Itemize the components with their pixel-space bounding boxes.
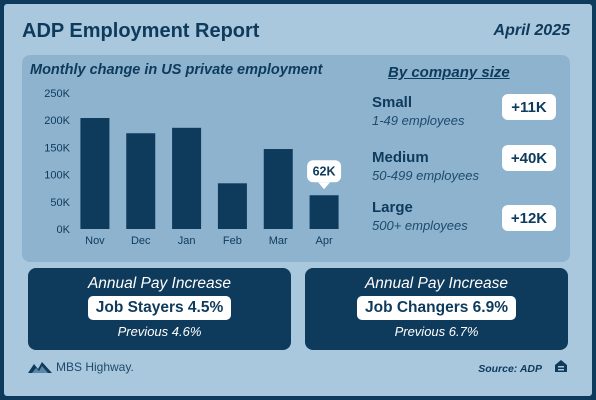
brand-logo: MBS Highway. [28, 360, 134, 374]
report-date: April 2025 [493, 22, 570, 39]
mbs-logo-icon [28, 362, 52, 373]
y-tick-label: 250K [44, 88, 70, 100]
y-tick-label: 0K [57, 224, 71, 236]
x-tick-label: Jan [178, 235, 196, 247]
bar-chart: 0K 50K 100K 150K 200K 250K Nov Dec Jan Feb Mar Apr 6… [44, 88, 342, 247]
y-tick-label: 50K [50, 197, 70, 209]
size-row-medium: Medium 50-499 employees [372, 149, 479, 183]
pay-card-stayers: Annual Pay Increase Job Stayers 4.5% Pre… [28, 268, 291, 350]
size-badge-medium: +40K [502, 145, 556, 171]
x-tick-label: Apr [316, 235, 333, 247]
data-label: 62K [313, 164, 336, 178]
y-tick-label: 150K [44, 142, 70, 154]
card-label: Annual Pay Increase [87, 275, 232, 292]
bar [263, 149, 293, 229]
size-badge-large: +12K [502, 205, 556, 231]
card-value: Job Changers 6.9% [357, 296, 516, 320]
bar [126, 133, 156, 229]
card-value: Job Stayers 4.5% [87, 296, 232, 320]
chart-title: Monthly change in US private employment [30, 62, 323, 78]
card-label: Annual Pay Increase [364, 275, 509, 292]
size-desc: 500+ employees [372, 218, 468, 233]
x-tick-label: Dec [131, 235, 151, 247]
size-row-large: Large 500+ employees [372, 199, 468, 233]
size-badge-small: +11K [502, 94, 556, 120]
source-text: Source: ADP [478, 363, 542, 375]
x-tick-label: Nov [85, 235, 105, 247]
size-desc: 1-49 employees [372, 113, 465, 128]
size-row-small: Small 1-49 employees [372, 94, 465, 128]
size-name: Large [372, 199, 413, 216]
x-tick-label: Feb [223, 235, 242, 247]
y-tick-label: 200K [44, 115, 70, 127]
bar [172, 127, 202, 229]
size-name: Medium [372, 149, 429, 166]
pay-card-changers: Annual Pay Increase Job Changers 6.9% Pr… [305, 268, 568, 350]
chart-panel [22, 55, 570, 262]
bar [309, 195, 339, 229]
y-tick-label: 100K [44, 170, 70, 182]
bar [217, 183, 247, 229]
size-name: Small [372, 94, 413, 111]
callout-bubble [307, 160, 342, 183]
card-previous: Previous 6.7% [394, 324, 479, 339]
company-size-heading: By company size [388, 64, 510, 81]
equal-housing-icon [555, 360, 567, 372]
x-tick-label: Mar [269, 235, 288, 247]
report-title: ADP Employment Report [22, 20, 260, 42]
card-previous: Previous 4.6% [117, 324, 202, 339]
brand-name: MBS Highway. [56, 360, 134, 374]
callout-pointer [318, 182, 331, 190]
size-desc: 50-499 employees [372, 168, 479, 183]
bar [80, 118, 110, 229]
